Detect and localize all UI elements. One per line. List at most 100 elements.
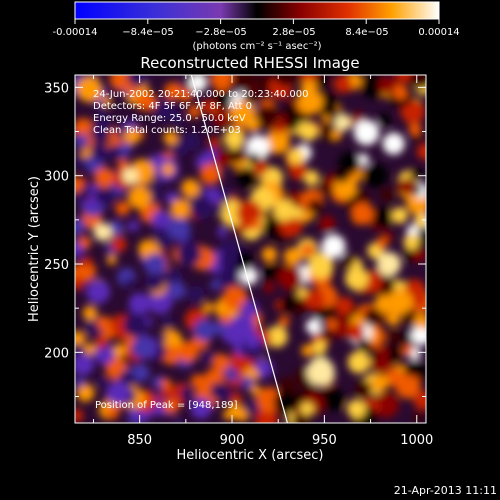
image-texture-blob: [408, 122, 422, 136]
image-texture-blob: [223, 409, 234, 421]
image-texture-blob: [219, 251, 239, 270]
image-texture-blob: [189, 195, 214, 220]
image-texture-blob: [94, 344, 115, 365]
image-texture-blob: [94, 185, 116, 206]
image-texture-blob: [245, 134, 270, 159]
image-texture-blob: [244, 400, 260, 416]
image-texture-blob: [95, 336, 107, 349]
image-texture-blob: [312, 340, 327, 355]
image-texture-blob: [236, 409, 249, 422]
image-texture-blob: [250, 219, 261, 231]
image-texture-blob: [245, 332, 261, 349]
image-texture-blob: [291, 413, 311, 423]
colorbar-tick-label: −2.8e−05: [195, 27, 247, 38]
image-texture-blob: [300, 79, 318, 97]
image-texture-blob: [216, 265, 239, 288]
bright-emission-core: [334, 114, 351, 131]
bright-emission-core: [306, 357, 335, 386]
image-texture-blob: [212, 108, 231, 128]
image-texture-blob: [246, 119, 260, 133]
image-texture-blob: [171, 111, 185, 125]
image-texture-blob: [81, 147, 91, 158]
image-texture-blob: [386, 312, 400, 326]
image-texture-blob: [232, 75, 256, 90]
image-texture-blob: [211, 353, 230, 372]
image-texture-blob: [405, 362, 419, 377]
image-texture-blob: [236, 166, 257, 188]
image-texture-blob: [250, 384, 261, 395]
info-time-range: 24-Jun-2002 20:21:40.000 to 20:23:40.000: [93, 89, 309, 100]
image-texture-blob: [223, 128, 245, 150]
image-texture-blob: [333, 75, 353, 94]
image-texture-blob: [182, 132, 201, 151]
image-texture-blob: [187, 285, 205, 303]
image-texture-blob: [144, 252, 167, 276]
image-texture-blob: [273, 199, 295, 221]
image-texture-blob: [75, 118, 95, 140]
image-texture-blob: [153, 98, 176, 121]
image-texture-blob: [160, 378, 172, 390]
image-texture-blob: [356, 338, 372, 354]
image-texture-blob: [161, 163, 175, 176]
y-tick-label: 200: [44, 346, 69, 361]
image-texture-blob: [396, 179, 409, 192]
image-texture-blob: [75, 353, 95, 376]
image-texture-blob: [354, 380, 373, 398]
image-texture-blob: [299, 122, 318, 141]
image-texture-blob: [229, 314, 255, 341]
image-texture-blob: [289, 161, 308, 180]
image-texture-blob: [96, 376, 108, 388]
info-energy-range: Energy Range: 25.0 - 50.0 keV: [93, 113, 246, 124]
image-texture-blob: [127, 220, 139, 232]
image-texture-blob: [307, 198, 323, 214]
image-texture-blob: [346, 399, 366, 419]
image-texture-blob: [199, 163, 221, 185]
axis-ticks: [75, 75, 426, 423]
image-texture-blob: [261, 246, 278, 263]
image-texture-blob: [304, 289, 325, 310]
image-texture-blob: [161, 316, 174, 329]
image-texture-blob: [384, 345, 402, 363]
image-texture-blob: [227, 146, 245, 164]
image-texture-blob: [81, 256, 93, 268]
image-texture-blob: [412, 248, 426, 262]
image-texture-blob: [133, 337, 154, 358]
image-texture-blob: [280, 297, 296, 313]
image-texture-blob: [241, 300, 259, 318]
x-tick-label: 850: [127, 433, 152, 448]
image-texture-blob: [101, 95, 113, 107]
image-texture-blob: [179, 88, 193, 102]
image-texture-blob: [127, 185, 151, 209]
image-texture-blob: [377, 113, 391, 127]
image-texture-blob: [152, 226, 166, 239]
image-texture-blob: [145, 272, 165, 292]
image-texture-blob: [176, 241, 202, 267]
image-texture-blob: [382, 132, 405, 155]
colorbar-tick-label: −8.4e−05: [122, 27, 174, 38]
image-texture-blob: [297, 88, 323, 115]
image-texture-blob: [189, 75, 206, 92]
image-texture-blob: [273, 390, 298, 415]
image-texture-blob: [123, 312, 148, 338]
image-texture-blob: [190, 397, 212, 419]
y-axis-label: Heliocentric Y (arcsec): [27, 176, 42, 322]
image-texture-blob: [331, 130, 342, 141]
image-texture-blob: [360, 75, 386, 99]
image-texture-blob: [239, 267, 258, 286]
image-texture-blob: [82, 305, 98, 321]
image-texture-blob: [242, 89, 260, 106]
image-texture-blob: [210, 382, 228, 400]
image-texture-blob: [119, 142, 132, 155]
info-clean-counts: Clean Total counts: 1.20E+03: [93, 125, 241, 136]
image-texture-blob: [283, 247, 302, 266]
image-texture-blob: [86, 279, 111, 304]
image-texture-blob: [393, 85, 408, 100]
image-texture-blob: [96, 107, 108, 119]
image-texture-blob: [256, 105, 279, 128]
image-texture-blob: [403, 234, 420, 250]
image-texture-blob: [335, 296, 354, 315]
chart-title: Reconstructed RHESSI Image: [140, 54, 359, 72]
image-texture-blob: [371, 374, 389, 392]
colorbar-ticks: [74, 19, 440, 24]
